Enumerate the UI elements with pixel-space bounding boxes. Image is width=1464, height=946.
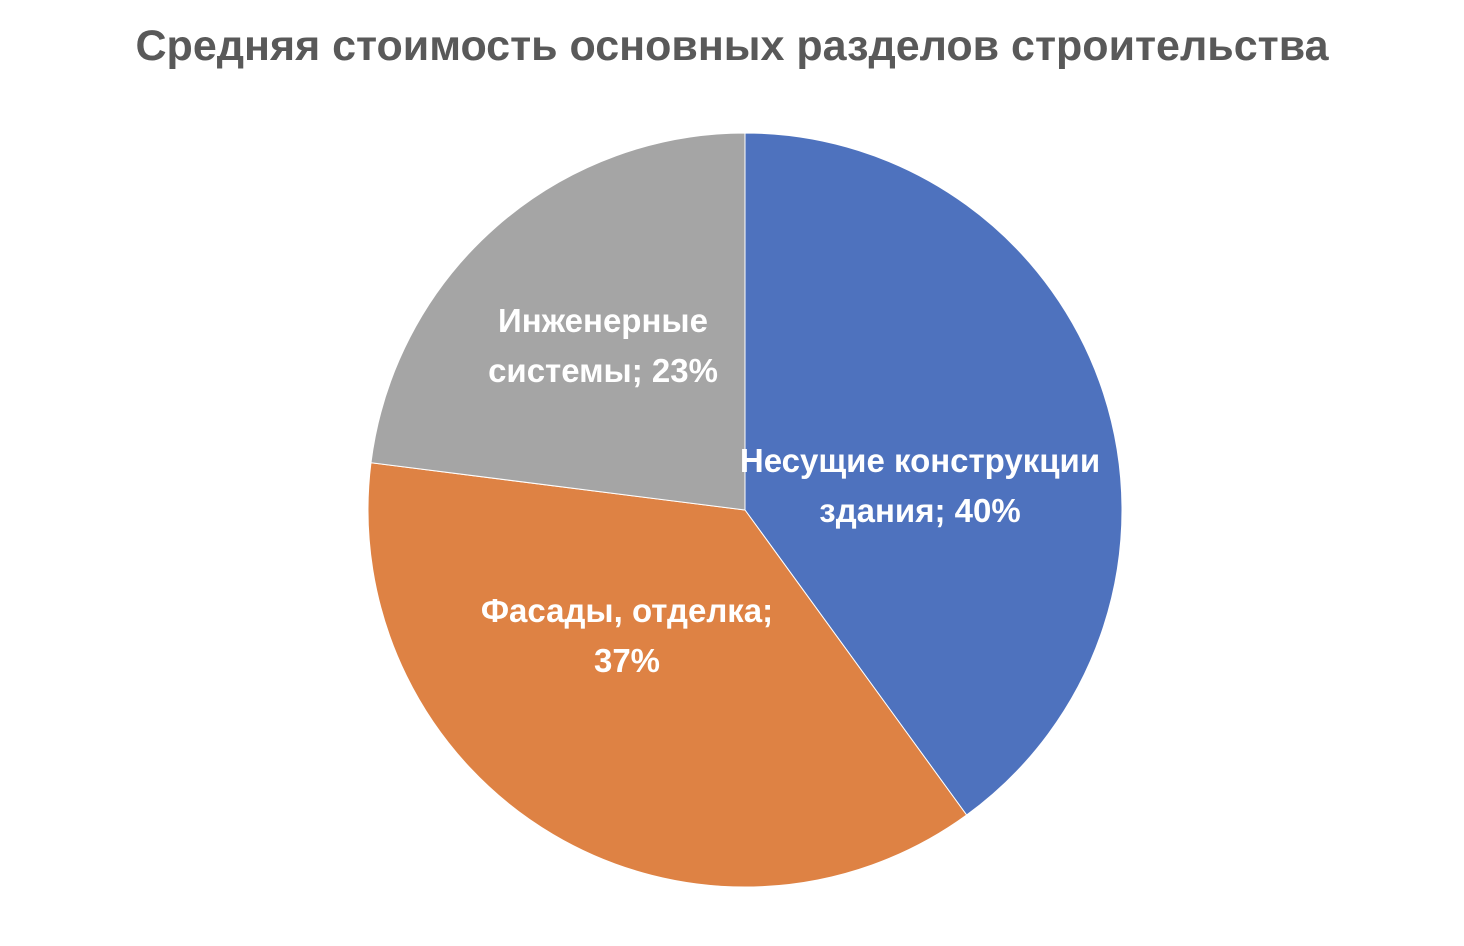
- pie-slice-2: [367, 462, 968, 888]
- pie-slice-label-3: Инженерные системы; 23%: [488, 302, 718, 389]
- pie-slices: [367, 132, 1123, 888]
- pie-slice-1: [744, 132, 1123, 816]
- pie-slice-label-line: здания; 40%: [819, 492, 1020, 529]
- pie-slice-label-2: Фасады, отделка; 37%: [481, 592, 773, 679]
- pie-slice-label-line: Несущие конструкции: [740, 442, 1100, 479]
- pie-slice-3: [370, 132, 746, 511]
- chart-title: Средняя стоимость основных разделов стро…: [135, 22, 1329, 70]
- pie-slice-label-line: Фасады, отделка;: [481, 592, 773, 629]
- pie-slice-label-line: 37%: [594, 642, 660, 679]
- pie-slice-label-line: системы; 23%: [488, 352, 718, 389]
- pie-slice-label-1: Несущие конструкции здания; 40%: [740, 442, 1100, 529]
- pie-slice-label-line: Инженерные: [498, 302, 708, 339]
- pie-labels: Несущие конструкции здания; 40% Фасады, от…: [481, 302, 1100, 679]
